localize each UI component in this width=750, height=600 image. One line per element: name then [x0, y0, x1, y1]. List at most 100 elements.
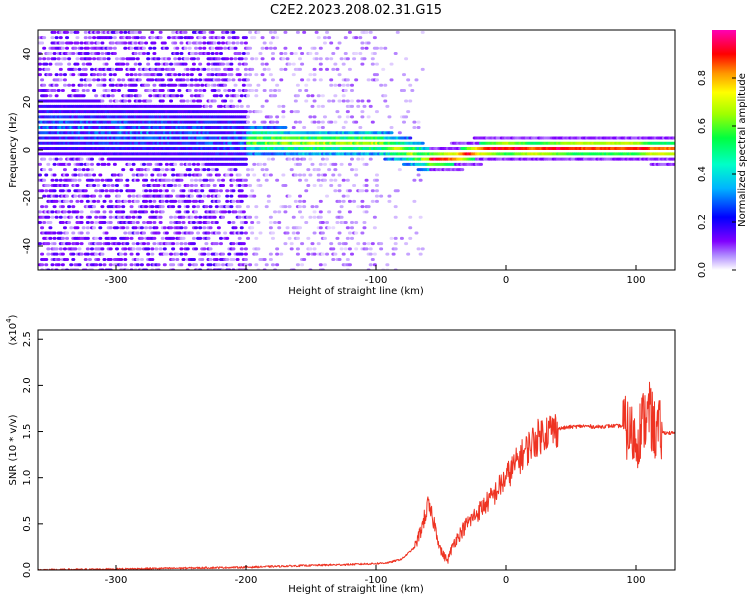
spectrogram-cell — [246, 52, 250, 56]
spectrogram-cell — [316, 120, 321, 124]
spectrogram-cell — [202, 88, 207, 92]
spectrogram-cell — [206, 220, 211, 224]
spectrogram-cell — [237, 62, 242, 66]
spectrogram-cell — [142, 184, 146, 188]
spectrogram-cell — [183, 30, 188, 34]
spectrogram-cell — [283, 52, 288, 56]
spectrogram-cell — [110, 189, 115, 193]
spectrogram-cell — [308, 215, 313, 219]
spectrogram-cell — [302, 125, 307, 129]
spectrogram-cell — [198, 220, 203, 224]
spectrogram-cell — [408, 136, 413, 140]
spectrogram-cell — [233, 83, 238, 87]
spectrogram-cell — [94, 189, 99, 193]
spectrogram-cell — [268, 88, 273, 92]
spectrogram-cell — [191, 62, 196, 66]
spectrogram-cell — [46, 57, 51, 61]
spectrogram-cell — [298, 178, 302, 182]
spectrogram-cell — [295, 157, 300, 161]
spectrogram-cell — [350, 168, 354, 172]
spectrogram-cell — [406, 78, 411, 82]
spectrogram-cell — [233, 57, 238, 61]
spectrogram-cell — [393, 205, 398, 209]
spectrogram-cell — [372, 252, 377, 256]
spectrogram-cell — [293, 199, 298, 203]
spectrogram-cell — [325, 252, 330, 256]
spectrogram-cell — [146, 57, 151, 61]
spectrogram-cell — [350, 236, 354, 240]
snr-y-tick-label: 2.0 — [22, 377, 33, 393]
spectrogram-cell — [137, 73, 142, 77]
spectrogram-cell — [352, 184, 357, 188]
spectrogram-cell — [214, 210, 219, 214]
spectrogram-cell — [333, 120, 338, 124]
spectrogram-cell — [54, 36, 59, 40]
spectrogram-cell — [370, 189, 375, 193]
spectrogram-cell — [158, 215, 163, 219]
spectrogram-cell — [42, 46, 47, 50]
spectrogram-cell — [77, 168, 82, 172]
spectrogram-cell — [110, 83, 115, 87]
spectrogram-cell — [360, 62, 365, 66]
spectrogram-cell — [156, 184, 161, 188]
spectrogram-cell — [341, 125, 346, 129]
spectrogram-cell — [108, 178, 113, 182]
spectrogram-cell — [341, 199, 346, 203]
spectrogram-cell — [152, 236, 157, 240]
spectrogram-cell — [327, 36, 332, 40]
spectrogram-cell — [171, 173, 176, 177]
spectrogram-cell — [98, 263, 103, 267]
spectrogram-cell — [198, 88, 203, 92]
spectrogram-cell — [202, 168, 207, 172]
spectrogram-cell — [347, 247, 352, 251]
spectrogram-cell — [191, 99, 196, 103]
spectrogram-cell — [393, 236, 398, 240]
spectrogram-cell — [58, 36, 63, 40]
spectrogram-cell — [341, 62, 346, 66]
spectrogram-cell — [156, 62, 161, 66]
spectrogram-cell — [256, 178, 261, 182]
spectrogram-cell — [139, 263, 144, 267]
spectrogram-cell — [329, 41, 334, 45]
spectrogram-cell — [179, 178, 184, 182]
spectrogram-cell — [275, 83, 280, 87]
spectrogram-cell — [397, 131, 402, 135]
spectrogram-cell — [210, 52, 215, 56]
spectrogram-cell — [279, 252, 284, 256]
spectrogram-x-tick-label: -300 — [105, 275, 128, 286]
spectrogram-cell — [65, 236, 70, 240]
spectrogram-cell — [404, 57, 409, 61]
spectrogram-cell — [112, 46, 117, 50]
spectrogram-cell — [345, 57, 350, 61]
spectrogram-cell — [144, 173, 149, 177]
spectrogram-cell — [150, 30, 155, 34]
spectrogram-cell — [158, 73, 163, 77]
spectrogram-cell — [173, 162, 178, 166]
spectrogram-cell — [308, 173, 313, 177]
spectrogram-cell — [67, 83, 72, 87]
spectrogram-cell — [223, 210, 228, 214]
spectrogram-cell — [289, 242, 294, 246]
spectrogram-cell — [139, 226, 144, 230]
spectrogram-cell — [360, 115, 365, 119]
spectrogram-cell — [191, 236, 196, 240]
spectrogram-cell — [67, 189, 72, 193]
spectrogram-cell — [295, 30, 300, 34]
spectrogram-cell — [194, 178, 198, 182]
spectrogram-cell — [83, 67, 88, 71]
spectrogram-cell — [198, 178, 203, 182]
spectrogram-cell — [212, 99, 217, 103]
spectrogram-cell — [312, 231, 317, 235]
spectrogram-cell — [266, 67, 271, 71]
spectrogram-cell — [38, 67, 42, 71]
spectrogram-cell — [79, 242, 84, 246]
spectrogram-cell — [304, 88, 309, 92]
spectrogram-cell — [312, 73, 317, 77]
spectrogram-cell — [316, 242, 321, 246]
spectrogram-cell — [135, 231, 140, 235]
spectrogram-cell — [129, 168, 134, 172]
figure-title: C2E2.2023.208.02.31.G15 — [270, 3, 442, 18]
spectrogram-cell — [108, 247, 113, 251]
spectrogram-cell — [235, 67, 240, 71]
spectrogram-cell — [237, 215, 242, 219]
